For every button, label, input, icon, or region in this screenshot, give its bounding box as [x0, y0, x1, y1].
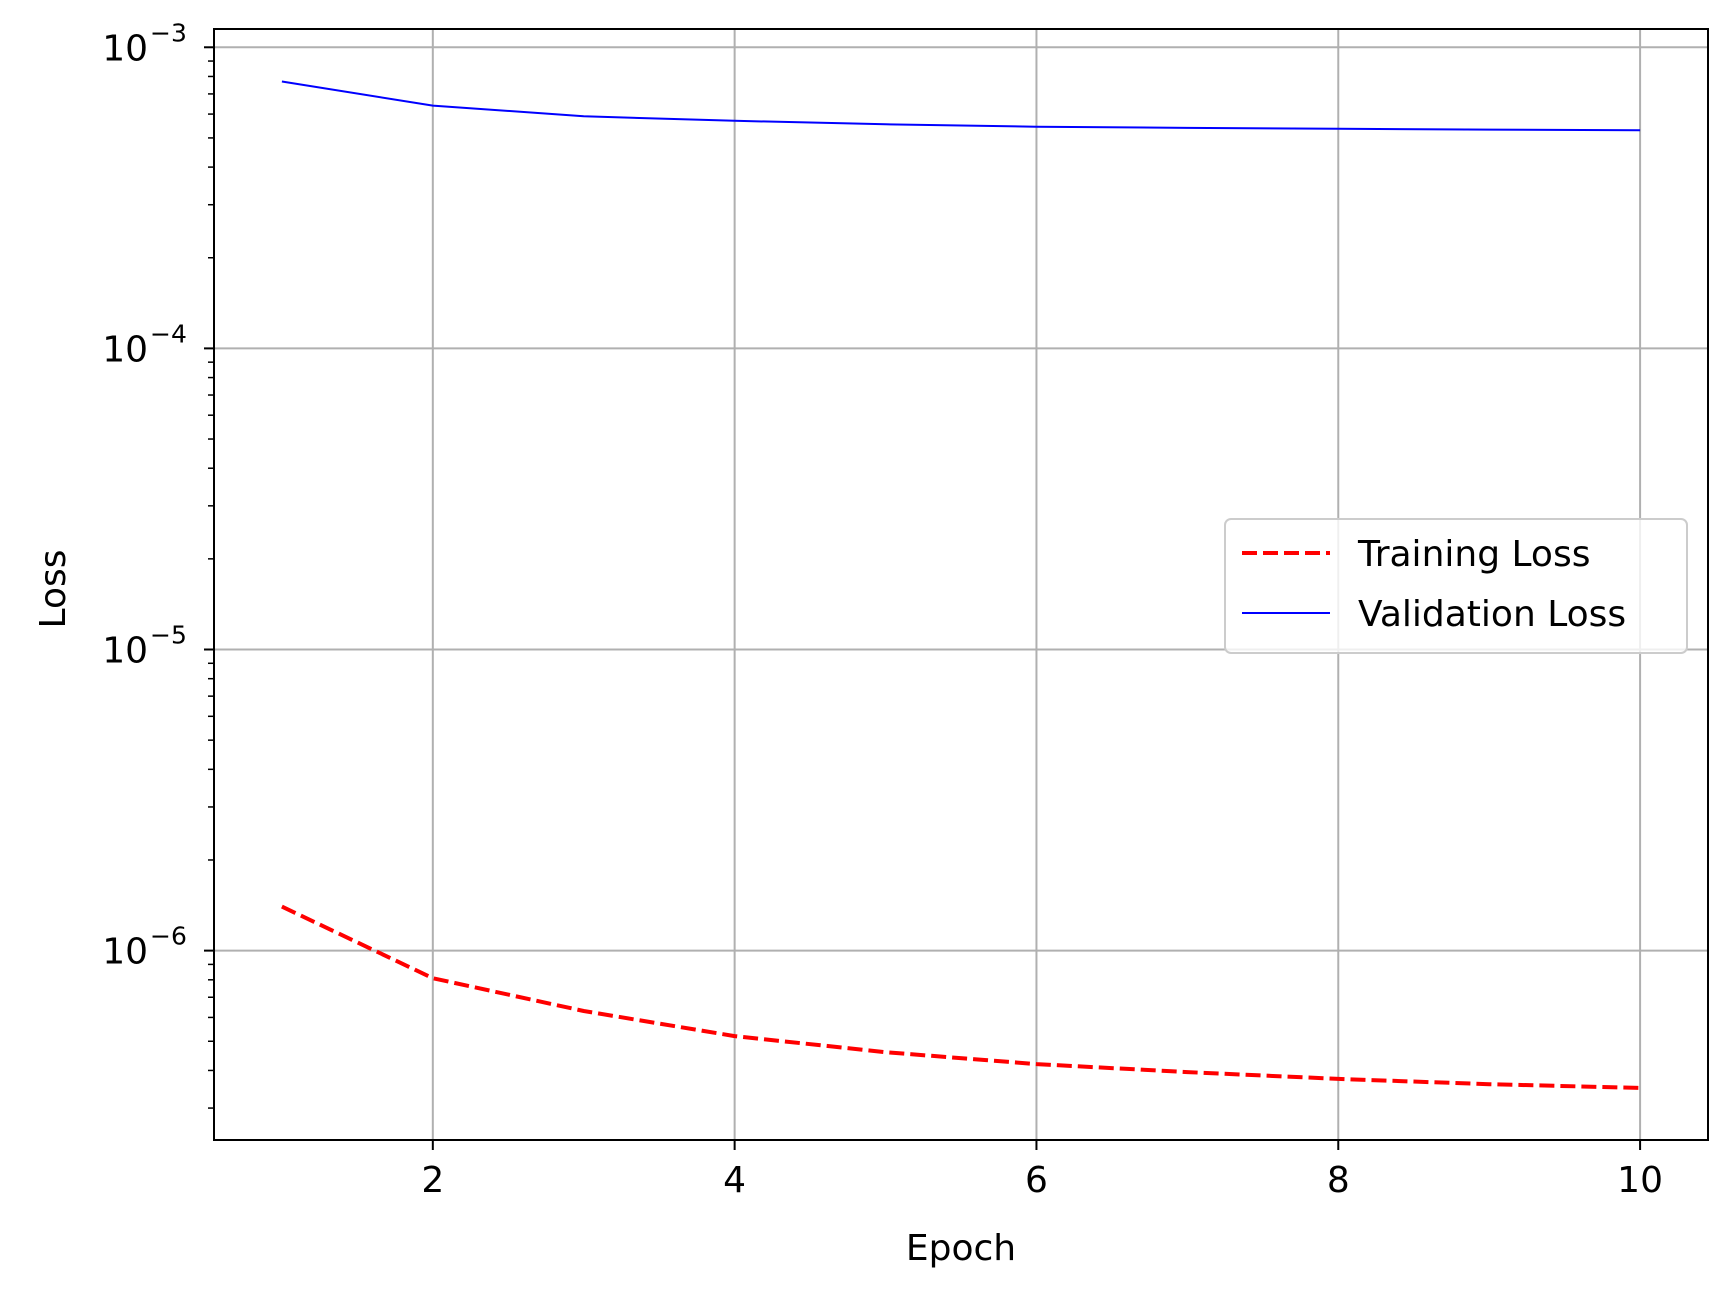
- series-line-validation-loss: [281, 80, 1641, 132]
- series-lines: [281, 80, 1641, 1090]
- y-tick-exponent: −5: [150, 621, 187, 650]
- y-axis-label: Loss: [33, 550, 74, 629]
- y-tick-base: 10: [102, 329, 148, 370]
- y-tick-exponent: −3: [150, 18, 187, 47]
- plot-frame: [213, 28, 1709, 1141]
- legend-label-validation: Validation Loss: [1358, 594, 1626, 635]
- x-tick-label: 2: [421, 1160, 444, 1201]
- x-tick-label: 6: [1025, 1160, 1048, 1201]
- y-tick-label: 10 −4: [102, 319, 187, 370]
- legend-label-training: Training Loss: [1357, 534, 1590, 575]
- legend-box: [1224, 518, 1688, 654]
- y-tick-label: 10 −6: [102, 922, 187, 973]
- x-tick-label: 10: [1617, 1160, 1663, 1201]
- y-tick-base: 10: [102, 28, 148, 69]
- y-tick-label: 10 −3: [102, 18, 187, 69]
- legend: Training Loss Validation Loss: [1224, 518, 1688, 654]
- x-tick-label: 8: [1327, 1160, 1350, 1201]
- x-tick-label: 4: [723, 1160, 746, 1201]
- y-tick-exponent: −4: [150, 319, 187, 348]
- y-tick-base: 10: [102, 631, 148, 672]
- series-line-training-loss: [281, 904, 1641, 1090]
- x-axis-label: Epoch: [906, 1228, 1016, 1269]
- y-tick-label: 10 −5: [102, 621, 187, 672]
- axis-ticks: [204, 46, 1642, 1150]
- y-tick-exponent: −6: [150, 922, 187, 951]
- y-tick-base: 10: [102, 932, 148, 973]
